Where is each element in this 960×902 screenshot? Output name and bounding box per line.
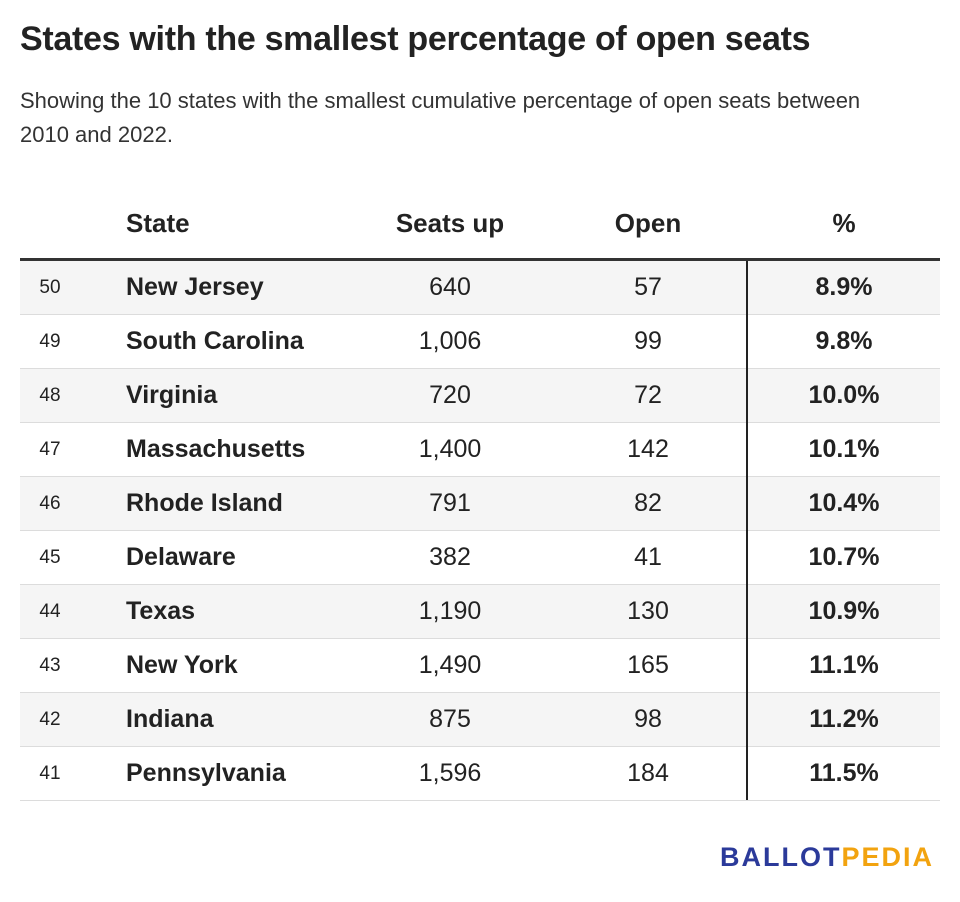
logo-part-ballot: BALLOT: [719, 842, 842, 872]
row-open: 165: [627, 651, 669, 679]
table-row: 41 Pennsylvania 1,596 184 11.5%: [20, 747, 940, 801]
row-rank: 43: [39, 655, 61, 676]
column-header-seats-up: Seats up: [395, 208, 505, 238]
column-divider: [746, 261, 748, 800]
row-seats-up: 1,596: [418, 759, 482, 787]
row-open: 130: [627, 597, 669, 625]
column-header-open: Open: [614, 208, 682, 238]
row-state: Virginia: [126, 381, 218, 409]
row-state: New Jersey: [126, 273, 264, 301]
row-state: Delaware: [126, 543, 236, 571]
row-seats-up: 720: [429, 381, 471, 409]
row-rank: 44: [39, 601, 61, 622]
row-open: 98: [634, 705, 662, 733]
table-row: 48 Virginia 720 72 10.0%: [20, 369, 940, 423]
row-rank: 46: [39, 493, 61, 514]
row-percent: 11.5%: [809, 759, 879, 787]
row-rank: 48: [39, 385, 61, 406]
row-rank: 47: [39, 439, 61, 460]
logo-part-pedia: PEDIA: [841, 842, 934, 872]
column-header-percent: %: [832, 208, 856, 238]
row-seats-up: 640: [429, 273, 471, 301]
row-percent: 10.0%: [808, 381, 880, 409]
row-seats-up: 1,006: [418, 327, 482, 355]
row-percent: 9.8%: [815, 327, 873, 355]
chart-title: States with the smallest percentage of o…: [20, 20, 811, 58]
table-header: State Seats up Open %: [20, 192, 940, 261]
row-state: Indiana: [126, 705, 214, 733]
row-percent: 11.1%: [809, 651, 879, 679]
row-rank: 45: [39, 547, 61, 568]
row-rank: 41: [39, 763, 61, 784]
row-open: 72: [634, 381, 662, 409]
row-percent: 10.9%: [808, 597, 880, 625]
column-header-rank: [20, 192, 80, 258]
data-table: State Seats up Open % 50 New Jersey 640 57 8…: [20, 192, 940, 801]
row-state: New York: [126, 651, 238, 679]
row-open: 82: [634, 489, 662, 517]
table-row: 43 New York 1,490 165 11.1%: [20, 639, 940, 693]
row-seats-up: 791: [429, 489, 471, 517]
row-open: 41: [634, 543, 662, 571]
table-row: 46 Rhode Island 791 82 10.4%: [20, 477, 940, 531]
row-open: 142: [627, 435, 669, 463]
row-state: Massachusetts: [126, 435, 306, 463]
row-seats-up: 382: [429, 543, 471, 571]
row-state: Rhode Island: [126, 489, 283, 517]
row-rank: 49: [39, 331, 61, 352]
table-row: 45 Delaware 382 41 10.7%: [20, 531, 940, 585]
row-seats-up: 1,490: [418, 651, 482, 679]
row-percent: 11.2%: [809, 705, 879, 733]
row-seats-up: 1,190: [418, 597, 482, 625]
row-seats-up: 875: [429, 705, 471, 733]
table-row: 50 New Jersey 640 57 8.9%: [20, 261, 940, 315]
row-state: South Carolina: [126, 327, 304, 355]
row-state: Pennsylvania: [126, 759, 286, 787]
row-percent: 10.7%: [808, 543, 880, 571]
row-rank: 50: [39, 277, 61, 298]
row-open: 99: [634, 327, 662, 355]
chart-subtitle: Showing the 10 states with the smallest …: [20, 88, 861, 147]
column-header-state: State: [126, 208, 190, 238]
row-percent: 10.4%: [808, 489, 880, 517]
ballotpedia-logo: BALLOTPEDIA: [720, 842, 934, 873]
table-body: 50 New Jersey 640 57 8.9% 49 South Carolina 1,0…: [20, 261, 940, 801]
table-row: 44 Texas 1,190 130 10.9%: [20, 585, 940, 639]
row-percent: 8.9%: [815, 273, 873, 301]
row-seats-up: 1,400: [418, 435, 482, 463]
row-open: 184: [627, 759, 669, 787]
table-row: 47 Massachusetts 1,400 142 10.1%: [20, 423, 940, 477]
row-rank: 42: [39, 709, 61, 730]
table-row: 49 South Carolina 1,006 99 9.8%: [20, 315, 940, 369]
row-open: 57: [634, 273, 662, 301]
row-percent: 10.1%: [808, 435, 880, 463]
table-row: 42 Indiana 875 98 11.2%: [20, 693, 940, 747]
row-state: Texas: [126, 597, 196, 625]
